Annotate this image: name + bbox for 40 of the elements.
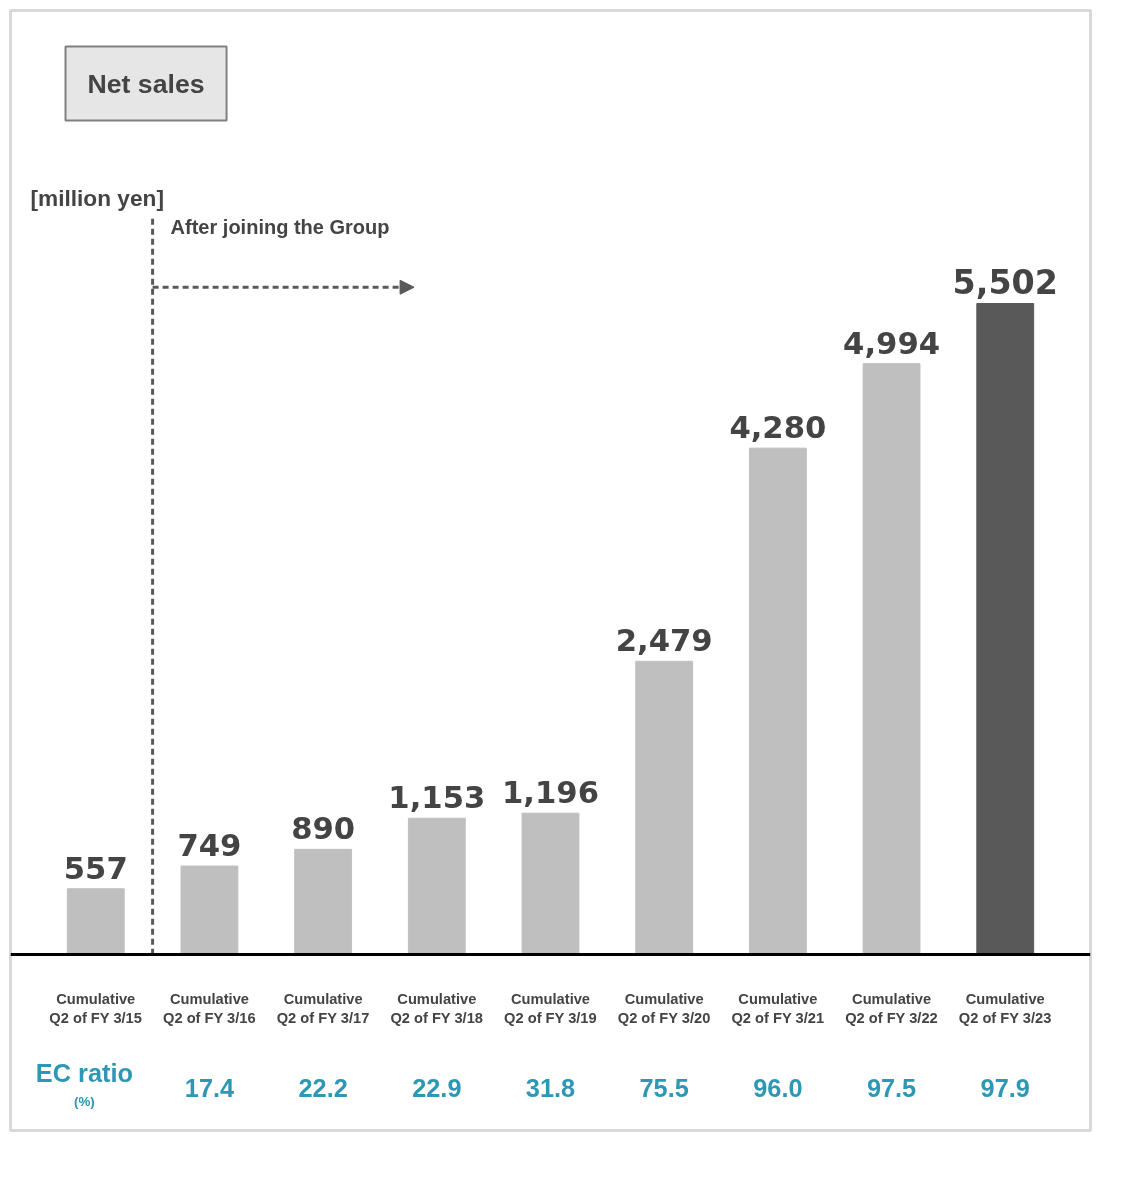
text: EC ratio — [35, 1059, 133, 1088]
text: 31.8 — [525, 1074, 576, 1103]
data-label: 749 — [177, 828, 242, 864]
text: 75.5 — [639, 1074, 689, 1103]
text: 97.9 — [980, 1074, 1030, 1103]
x-tick-label: Cumulative Q2 of FY 3/19 — [504, 990, 597, 1026]
data-label: 2,479 — [615, 623, 713, 659]
data-label: 4,994 — [843, 325, 941, 361]
bar — [748, 447, 807, 956]
bar — [635, 660, 694, 956]
text: After joining the Group — [170, 216, 390, 239]
text: 96.0 — [753, 1074, 803, 1103]
x-tick-label: Cumulative Q2 of FY 3/18 — [390, 990, 483, 1026]
data-label: 5,502 — [952, 262, 1058, 302]
x-tick-label: Cumulative Q2 of FY 3/20 — [617, 990, 711, 1026]
data-label: 4,280 — [729, 410, 827, 446]
x-tick-label: Cumulative Q2 of FY 3/22 — [845, 990, 938, 1026]
x-tick-label: Cumulative Q2 of FY 3/17 — [276, 990, 370, 1026]
data-label: 890 — [291, 811, 356, 847]
x-tick-label: Cumulative Q2 of FY 3/21 — [731, 990, 825, 1026]
bar — [407, 817, 466, 956]
data-label: 1,196 — [502, 775, 599, 811]
bar — [66, 888, 125, 956]
text: 97.5 — [866, 1074, 917, 1103]
bar — [976, 303, 1035, 956]
text: (%) — [74, 1094, 95, 1110]
text: 22.2 — [298, 1074, 348, 1103]
text: [million yen] — [30, 184, 164, 211]
chart-title: Net sales — [87, 68, 205, 99]
text: 17.4 — [184, 1074, 235, 1103]
x-tick-label: Cumulative Q2 of FY 3/16 — [163, 990, 256, 1026]
bar — [294, 848, 353, 956]
text: 22.9 — [412, 1074, 462, 1103]
x-tick-label: Cumulative Q2 of FY 3/23 — [958, 990, 1052, 1026]
bar — [180, 865, 239, 956]
data-label: 1,153 — [388, 780, 486, 816]
bar — [862, 363, 921, 956]
x-tick-label: Cumulative Q2 of FY 3/15 — [49, 990, 142, 1026]
bar — [521, 812, 580, 956]
data-label: 557 — [63, 850, 128, 886]
